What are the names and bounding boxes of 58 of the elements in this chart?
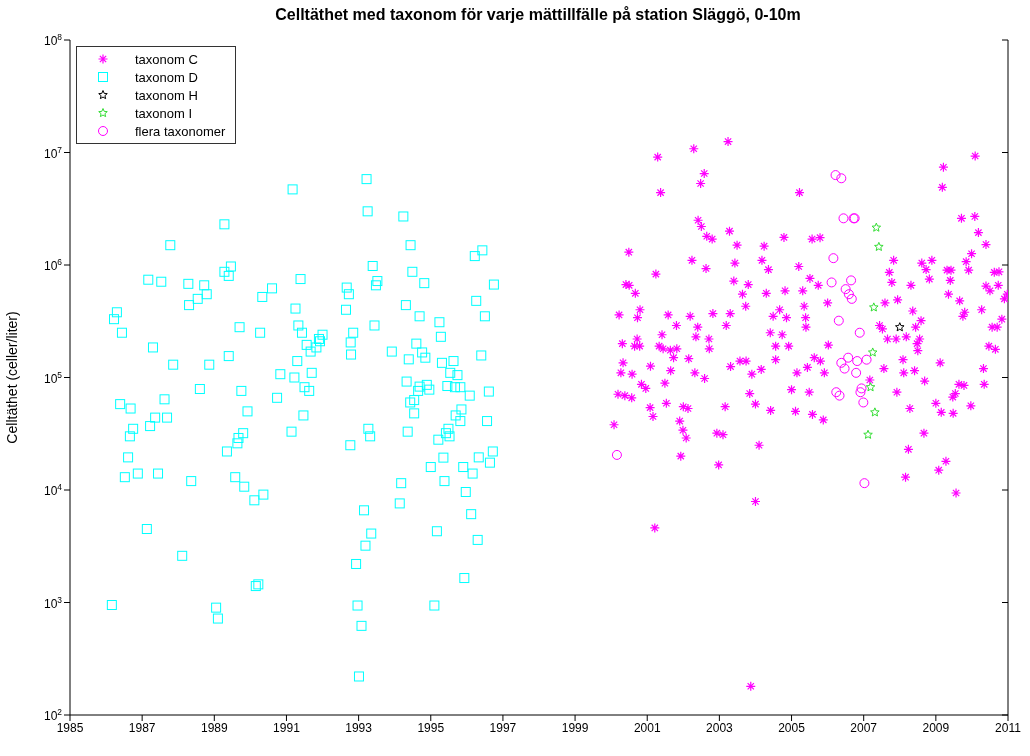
point bbox=[851, 367, 862, 378]
legend-label: taxonom H bbox=[135, 87, 198, 103]
y-tick-label: 10$^{4}$ bbox=[43, 482, 63, 498]
y-tick-label: 10$^{3}$ bbox=[43, 594, 63, 611]
point bbox=[874, 241, 884, 251]
point bbox=[859, 478, 870, 489]
point bbox=[867, 347, 878, 357]
point bbox=[833, 315, 844, 326]
point bbox=[846, 293, 857, 304]
x-tick-label: 2003 bbox=[706, 720, 734, 735]
point bbox=[839, 363, 850, 374]
point bbox=[855, 387, 866, 398]
point bbox=[836, 357, 847, 368]
point bbox=[843, 289, 854, 300]
legend-label: flera taxonomer bbox=[135, 123, 226, 139]
x-tick-label: 2005 bbox=[778, 720, 806, 735]
x-tick-label: 1991 bbox=[273, 720, 301, 735]
point bbox=[863, 429, 873, 439]
y-tick-label: 10$^{5}$ bbox=[43, 369, 63, 386]
legend-label: taxonom C bbox=[135, 51, 198, 67]
point bbox=[830, 170, 841, 181]
point bbox=[852, 356, 863, 367]
y-tick-label: 10$^{7}$ bbox=[43, 144, 63, 161]
point bbox=[840, 284, 851, 295]
x-tick-label: 1989 bbox=[200, 720, 228, 735]
x-tick-label: 2001 bbox=[633, 720, 661, 735]
x-tick-label: 1993 bbox=[345, 720, 373, 735]
legend-label: taxonom I bbox=[135, 105, 193, 121]
point bbox=[846, 275, 857, 286]
point bbox=[894, 322, 905, 332]
x-tick-label: 2007 bbox=[850, 720, 878, 735]
point bbox=[828, 253, 839, 264]
chart-title: Celltäthet med taxonom för varje mättillfälle på station Släggö, 0-10m bbox=[274, 6, 802, 24]
point bbox=[843, 352, 854, 363]
point bbox=[861, 354, 872, 365]
y-tick-label: 10$^{2}$ bbox=[43, 707, 63, 723]
legend-label: taxonom D bbox=[135, 69, 198, 85]
point bbox=[826, 277, 837, 288]
x-tick-label: 2011 bbox=[995, 720, 1022, 735]
x-tick-label: 1987 bbox=[128, 720, 156, 735]
x-tick-label: 1999 bbox=[561, 720, 589, 735]
point bbox=[869, 302, 879, 312]
point bbox=[858, 397, 869, 408]
y-axis-title: Celltäthet (celler/liter) bbox=[3, 311, 20, 444]
point bbox=[854, 327, 865, 338]
point bbox=[871, 222, 882, 232]
point bbox=[870, 407, 880, 417]
point bbox=[856, 383, 867, 394]
x-tick-label: 1997 bbox=[489, 720, 517, 735]
x-tick-label: 1985 bbox=[56, 720, 84, 735]
point bbox=[865, 382, 876, 392]
point bbox=[838, 213, 849, 224]
point bbox=[836, 173, 847, 184]
x-tick-label: 2009 bbox=[922, 720, 950, 735]
x-tick-label: 1995 bbox=[417, 720, 445, 735]
y-tick-label: 10$^{8}$ bbox=[43, 32, 63, 48]
y-tick-label: 10$^{6}$ bbox=[43, 257, 63, 273]
point bbox=[611, 449, 622, 460]
